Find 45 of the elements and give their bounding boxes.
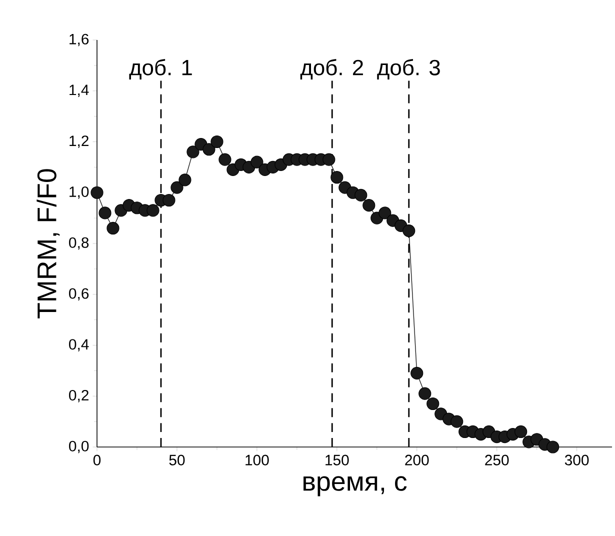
- y-tick-label: 0,8: [69, 237, 89, 250]
- x-tick-label: 100: [246, 454, 269, 466]
- point: [162, 194, 176, 207]
- point: [202, 143, 216, 156]
- y-tick-label: 0,6: [69, 288, 89, 301]
- ref-line-label: доб. 3: [377, 59, 440, 80]
- point: [170, 181, 184, 194]
- point: [450, 415, 464, 428]
- point: [514, 425, 528, 438]
- x-axis-title: время, с: [304, 476, 407, 496]
- point: [546, 440, 560, 454]
- point: [90, 186, 104, 199]
- x-tick-label: 50: [169, 454, 185, 466]
- point: [106, 222, 120, 235]
- y-tick-label: 1,6: [70, 34, 89, 46]
- y-tick-label: 0,2: [69, 390, 88, 402]
- x-tick-label: 250: [485, 454, 509, 466]
- x-tick-label: 0: [93, 454, 101, 466]
- y-tick-label: 0,0: [69, 440, 89, 454]
- ref-line-label: доб. 2: [300, 59, 363, 80]
- point: [330, 171, 344, 184]
- ref-line-label: доб. 1: [129, 59, 192, 80]
- point: [410, 366, 424, 380]
- point: [418, 387, 432, 400]
- point: [146, 204, 160, 217]
- point: [210, 135, 224, 148]
- point: [378, 206, 392, 220]
- point: [322, 153, 336, 166]
- y-axis-title: TMRM, F/F0: [36, 169, 60, 318]
- point: [250, 156, 264, 168]
- point: [426, 397, 440, 410]
- y-tick-label: 1,0: [70, 186, 89, 199]
- x-tick-label: 150: [326, 454, 349, 466]
- x-tick-label: 300: [564, 454, 589, 466]
- x-tick-label: 200: [405, 454, 429, 466]
- y-tick-label: 0,4: [69, 339, 89, 352]
- point: [98, 206, 112, 220]
- point: [362, 199, 376, 212]
- point: [218, 153, 232, 166]
- point: [354, 188, 368, 202]
- y-tick-label: 1,4: [70, 84, 89, 97]
- point: [402, 224, 416, 238]
- point: [186, 146, 200, 158]
- y-tick-label: 1,2: [70, 136, 88, 148]
- point: [178, 174, 192, 186]
